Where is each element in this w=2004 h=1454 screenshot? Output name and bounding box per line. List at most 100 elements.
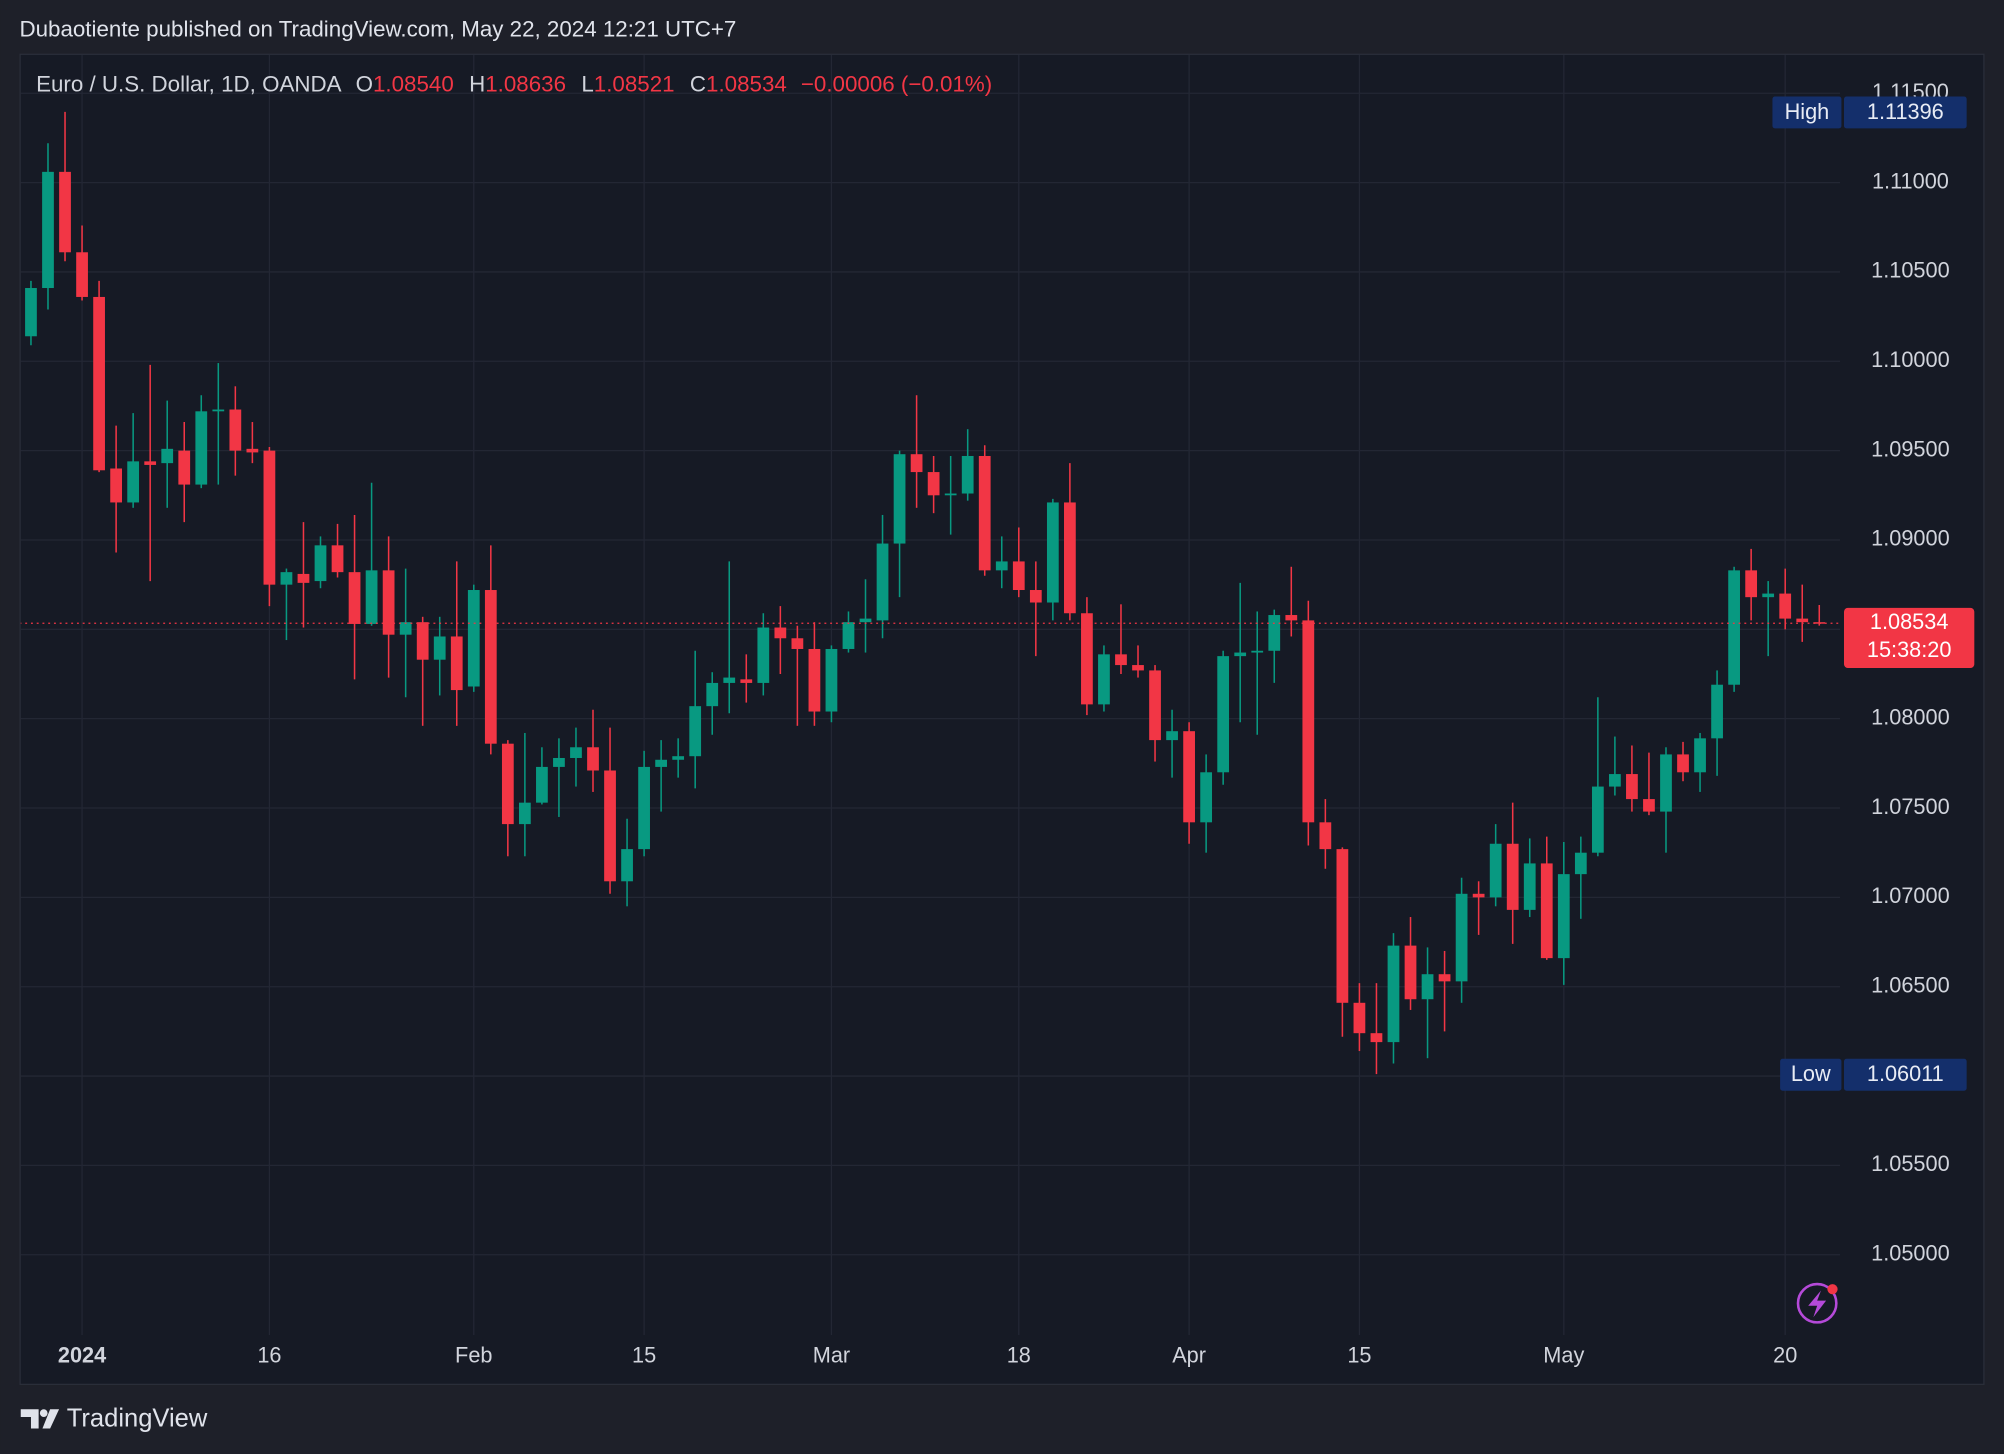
candle-body [927,472,940,496]
candle-body [1762,593,1775,598]
candle-body [740,679,753,683]
candle-body [672,756,685,760]
candle-body [1081,613,1093,705]
candle-body [1319,822,1332,850]
candle-body [1438,974,1451,982]
candle-body [791,638,804,649]
candle-body [59,171,71,253]
candle-body [195,411,208,485]
candle-body [382,570,395,635]
x-tick-label: Apr [1172,1343,1206,1368]
candle-body [1115,654,1127,666]
legend-key: O [356,72,373,97]
candle-body [723,677,736,683]
y-tick-label: 1.08000 [1871,704,1950,729]
y-tick-label: 1.11000 [1872,168,1949,193]
candle-body [1217,656,1230,773]
candle-body [1353,1002,1366,1034]
x-tick-label: 16 [257,1343,281,1368]
x-tick-label: 18 [1007,1343,1031,1368]
candle-body [365,570,378,624]
candle-body [1609,774,1621,787]
candle-body [501,743,514,825]
x-tick-label: 15 [1347,1343,1371,1368]
candle-body [706,682,719,707]
legend-symbol: Euro / U.S. Dollar, 1D, OANDA [36,72,342,97]
candle-body [757,627,770,683]
candle-body [1472,893,1485,898]
x-tick-label: May [1543,1343,1584,1368]
y-tick-label: 1.10500 [1871,258,1950,283]
candle-body [774,627,787,639]
candle-body [1029,590,1042,603]
candle-body [842,622,855,649]
candle-body [1455,893,1468,982]
candle-body [178,450,191,485]
countdown: 15:38:20 [1867,637,1952,662]
candle-body [1779,593,1792,619]
candle-body [1012,561,1025,591]
candle-body [1643,799,1655,812]
candle-body [1745,570,1758,598]
candle-body [1098,654,1110,705]
candle-body [1506,843,1519,910]
candle-body [1489,843,1502,898]
candle-body [1166,731,1178,741]
candle-body [314,545,327,582]
candle-body [1711,684,1723,739]
legend-change: −0.00006 (−0.01%) [801,72,992,97]
legend-key: H [469,72,485,97]
high-tag-label: High [1785,99,1830,124]
brand: TradingView [67,1404,208,1432]
candle-body [518,802,531,825]
candle-body [484,590,497,744]
candle-body [246,448,259,453]
y-tick-label: 1.06500 [1871,972,1950,997]
candle-body [961,455,974,494]
last-price-tag [1843,607,1975,668]
last-price-label: 1.08534 [1870,609,1949,634]
candle-body [25,288,37,337]
candle-body [144,461,157,465]
legend-key: L [581,72,593,97]
y-tick-label: 1.05000 [1871,1240,1950,1265]
candle-body [1796,618,1809,623]
candle-body [297,573,310,583]
candle-body [944,493,957,496]
y-tick-label: 1.09500 [1871,436,1950,461]
legend: Euro / U.S. Dollar, 1D, OANDA O1.08540 H1.… [36,72,992,97]
candle-body [1251,650,1264,653]
alert-icon [1796,1282,1838,1324]
candle-body [1387,945,1400,1043]
legend-value: 1.08534 [706,72,787,97]
candle-body [995,561,1008,571]
candle-body [1149,670,1161,741]
y-tick-label: 1.09000 [1871,526,1950,551]
low-tag-label: Low [1791,1061,1831,1086]
low-tag-value-box [1843,1058,1967,1091]
candle-body [638,766,650,850]
candle-body [450,636,463,691]
candle-body [587,747,599,771]
candle-body [1404,945,1417,1000]
candle-body [348,572,361,624]
candle-body [399,622,412,635]
candle-body [910,454,923,473]
brand-logo [20,1409,60,1429]
high-tag-value-box [1843,96,1967,129]
candle-body [127,461,140,503]
candle-body [621,849,633,882]
grid [20,54,1841,1336]
candle-body [93,296,105,471]
x-tick-label: 20 [1773,1343,1797,1368]
chart-title: Dubaotiente published on TradingView.com… [19,17,736,42]
candle-body [553,757,565,767]
y-tick-label: 1.07500 [1871,794,1950,819]
candle-body [1677,754,1689,773]
candle-body [1336,849,1349,1003]
legend-value: 1.08540 [373,72,454,97]
legend-value: 1.08636 [485,72,566,97]
candle-body [1694,738,1706,773]
x-tick-label: Feb [455,1343,492,1368]
